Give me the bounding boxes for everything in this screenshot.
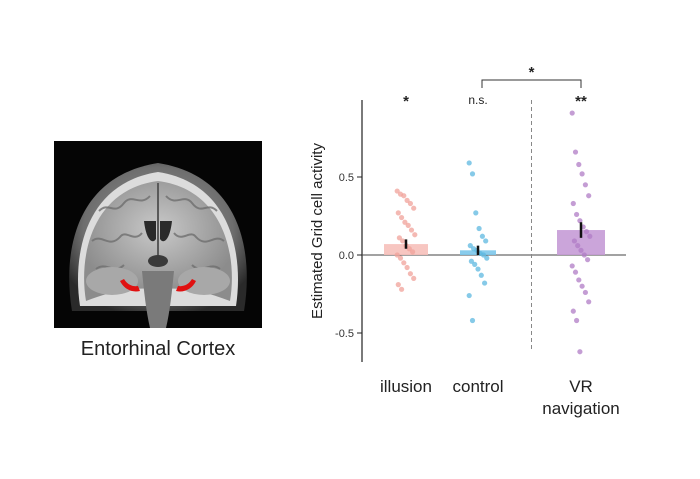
y-tick-label: 0.0 (339, 250, 354, 262)
data-point (467, 243, 473, 249)
data-point (407, 200, 413, 207)
significance-label: ** (575, 93, 587, 110)
data-point (475, 266, 481, 272)
category-label: navigation (542, 399, 620, 418)
category-label: illusion (380, 377, 432, 396)
brain-mri-image (54, 141, 262, 328)
data-point (402, 219, 408, 225)
significance-label: n.s. (468, 93, 487, 107)
data-point (399, 286, 405, 292)
data-point (394, 252, 400, 258)
data-point (583, 229, 590, 235)
data-point (582, 182, 589, 188)
data-point (476, 225, 482, 232)
data-point (587, 233, 593, 239)
data-point (571, 238, 578, 244)
data-point (478, 272, 484, 278)
data-point (404, 264, 410, 271)
data-point (570, 200, 576, 207)
data-point (483, 238, 489, 244)
data-point (466, 292, 472, 299)
comparison-bracket (481, 79, 582, 88)
data-point (412, 232, 418, 238)
data-point (484, 255, 490, 261)
data-point (585, 257, 591, 263)
data-point (576, 277, 582, 283)
data-point (577, 218, 583, 224)
data-point (408, 227, 415, 233)
data-point (579, 171, 585, 177)
data-point (574, 211, 580, 218)
data-point (394, 188, 400, 194)
data-point (582, 289, 589, 296)
data-point (574, 317, 580, 324)
data-point (586, 193, 592, 199)
data-point (468, 258, 474, 264)
data-point (406, 246, 412, 252)
data-point (569, 263, 575, 269)
data-point (576, 161, 582, 168)
significance-label: * (403, 93, 409, 110)
data-point (469, 171, 476, 177)
data-point (411, 205, 417, 211)
data-point (395, 210, 401, 216)
data-point (572, 269, 579, 275)
data-point (400, 238, 406, 244)
y-tick-label: -0.5 (335, 328, 354, 340)
data-point (411, 275, 417, 281)
data-point (410, 249, 416, 255)
category-label: VR (569, 377, 593, 396)
data-point (405, 222, 411, 228)
data-point (578, 247, 584, 253)
y-tick-label: 0.5 (339, 172, 354, 184)
data-point (396, 235, 402, 241)
data-point (395, 282, 401, 288)
region-label: Entorhinal Cortex (80, 338, 236, 360)
entorhinal-right-highlight (176, 279, 196, 292)
data-point (575, 243, 581, 249)
data-point (577, 349, 583, 355)
data-point (466, 160, 472, 166)
data-point (570, 308, 576, 314)
data-point (401, 193, 407, 199)
data-point (569, 110, 575, 116)
category-label: control (452, 377, 503, 396)
data-point (579, 283, 585, 289)
entorhinal-left-highlight (120, 279, 140, 292)
data-point (572, 149, 579, 155)
data-point (397, 255, 404, 261)
data-point (407, 271, 413, 277)
data-point (404, 197, 410, 203)
data-point (586, 299, 592, 305)
bar-0 (384, 244, 428, 255)
data-point (482, 280, 488, 286)
data-point (473, 210, 479, 216)
data-point (469, 317, 476, 324)
data-point (480, 252, 487, 258)
data-point (479, 233, 485, 239)
data-point (401, 260, 407, 266)
y-axis-title: Estimated Grid cell activity (309, 143, 326, 319)
data-point (399, 214, 405, 221)
data-point (581, 252, 587, 258)
comparison-label: * (529, 64, 535, 81)
data-point (472, 261, 478, 267)
